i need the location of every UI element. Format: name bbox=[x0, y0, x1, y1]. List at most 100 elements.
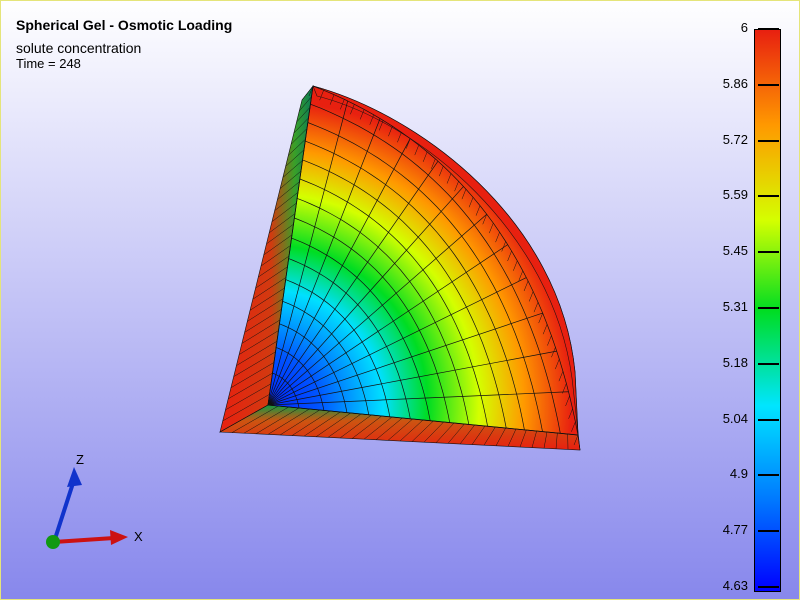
legend-tick-mark bbox=[758, 83, 779, 86]
slab-hatch-line bbox=[241, 319, 281, 344]
slab-hatch-line bbox=[299, 96, 312, 112]
legend-tick-label: 5.04 bbox=[722, 410, 748, 426]
field-name: solute concentration bbox=[16, 40, 142, 56]
mesh-radial-line bbox=[267, 118, 381, 406]
rim-hatch-line bbox=[538, 312, 543, 324]
legend-tick-mark bbox=[758, 195, 779, 198]
slab-hatch-line bbox=[290, 128, 308, 145]
mesh-ring-line bbox=[299, 178, 488, 427]
mesh-ring-line bbox=[285, 279, 391, 417]
legend-tick-mark bbox=[758, 530, 779, 533]
rim-hatch-line bbox=[431, 158, 436, 169]
slab-hatch-line bbox=[339, 414, 372, 439]
rim-hatch-line bbox=[329, 94, 335, 105]
time-readout: Time = 248 bbox=[16, 56, 81, 71]
slab-hatch-line bbox=[267, 408, 310, 435]
slab-hatch-line bbox=[301, 85, 314, 101]
mesh-ring-line bbox=[310, 103, 561, 434]
rim-hatch-line bbox=[461, 189, 467, 200]
rim-hatch-line bbox=[369, 114, 375, 125]
rim-hatch-line bbox=[513, 260, 518, 271]
slab-hatch-line bbox=[244, 309, 282, 333]
slab-hatch-line bbox=[260, 245, 291, 267]
rim-hatch-line bbox=[422, 151, 428, 162]
model-rim-lines bbox=[219, 85, 581, 451]
slab-hatch-line bbox=[266, 224, 294, 245]
slab-hatch-line bbox=[225, 383, 272, 411]
slab-hatch-line bbox=[243, 406, 289, 434]
mesh-ring-line bbox=[307, 122, 543, 432]
z-axis-arrowhead bbox=[67, 467, 82, 487]
slab-hatch-line bbox=[423, 421, 444, 443]
rim-hatch-line bbox=[562, 383, 567, 394]
slab-hatch-line bbox=[249, 287, 285, 311]
rim-hatch-line bbox=[397, 132, 402, 143]
rim-hatch-line bbox=[528, 291, 534, 302]
mesh-ring-line bbox=[282, 300, 370, 415]
legend-tick-mark bbox=[758, 28, 779, 30]
rim-hatch-line bbox=[489, 222, 494, 234]
slab-hatch-line bbox=[228, 372, 273, 400]
mesh-radial-line bbox=[267, 161, 439, 406]
slab-hatch-line bbox=[252, 277, 287, 300]
slab-hatch-line bbox=[255, 407, 300, 435]
y-axis-marker bbox=[46, 535, 60, 549]
slab-hatch-line bbox=[435, 422, 455, 443]
x-axis-label: X bbox=[134, 529, 143, 544]
mesh-ring-line bbox=[291, 237, 431, 421]
mesh-radial-line bbox=[267, 138, 411, 406]
rim-hatch-line bbox=[565, 395, 570, 407]
slab-hatch-line bbox=[233, 351, 276, 377]
slab-hatch-line bbox=[258, 255, 290, 278]
mesh-radial-line bbox=[267, 277, 527, 406]
slab-hatch-line bbox=[555, 432, 558, 449]
slab-hatch-line bbox=[285, 149, 305, 167]
slab-hatch-line bbox=[269, 213, 296, 234]
legend-tick-label: 4.9 bbox=[729, 466, 748, 482]
legend-tick-mark bbox=[758, 418, 779, 421]
mesh-ring-line bbox=[279, 323, 348, 413]
rim-hatch-line bbox=[518, 270, 524, 281]
mesh-ring-line bbox=[302, 159, 507, 429]
slab-hatch-line bbox=[495, 427, 506, 446]
rim-hatch-line bbox=[573, 434, 579, 446]
slab-hatch-line bbox=[219, 404, 269, 433]
legend-tick-mark bbox=[758, 362, 779, 365]
slab-hatch-line bbox=[222, 394, 270, 422]
rim-hatch-line bbox=[405, 138, 411, 149]
slab-hatch-line bbox=[296, 107, 311, 123]
mesh-radial-line bbox=[267, 100, 349, 406]
z-axis-label: Z bbox=[76, 452, 84, 467]
slab-hatch-line bbox=[375, 417, 403, 440]
rim-hatch-line bbox=[414, 144, 420, 156]
legend-tick-label: 5.86 bbox=[722, 75, 748, 91]
legend-tick-label: 5.31 bbox=[722, 299, 748, 314]
mesh-ring-line bbox=[275, 347, 325, 411]
legend-tick-mark bbox=[758, 251, 779, 254]
rim-hatch-line bbox=[495, 232, 500, 243]
legend-tick-label: 5.59 bbox=[722, 187, 748, 203]
orientation-triad[interactable]: Z X bbox=[30, 445, 160, 565]
mesh-ring-line bbox=[297, 198, 470, 425]
legend-tick-mark bbox=[758, 307, 779, 309]
slab-hatch-line bbox=[239, 330, 279, 355]
color-legend-bar bbox=[754, 29, 781, 592]
rim-hatch-line bbox=[359, 109, 365, 120]
rim-hatch-line bbox=[571, 421, 576, 432]
slab-hatch-line bbox=[293, 117, 309, 134]
legend-tick-label: 5.18 bbox=[722, 354, 748, 370]
rim-hatch-line bbox=[454, 181, 459, 192]
rim-hatch-line bbox=[558, 371, 564, 382]
legend-tick-mark bbox=[758, 474, 779, 477]
mesh-ring-line bbox=[294, 217, 451, 423]
rim-hatch-line bbox=[568, 408, 573, 419]
slab-hatch-line bbox=[577, 434, 581, 451]
model-mesh-lines bbox=[267, 85, 579, 436]
mesh-ring-line bbox=[288, 258, 411, 419]
slab-hatch-line bbox=[459, 424, 475, 445]
legend-tick-mark bbox=[758, 586, 779, 588]
rim-hatch-line bbox=[378, 120, 384, 131]
plot-title: Spherical Gel - Osmotic Loading bbox=[16, 17, 233, 33]
rim-hatch-line bbox=[501, 241, 506, 252]
